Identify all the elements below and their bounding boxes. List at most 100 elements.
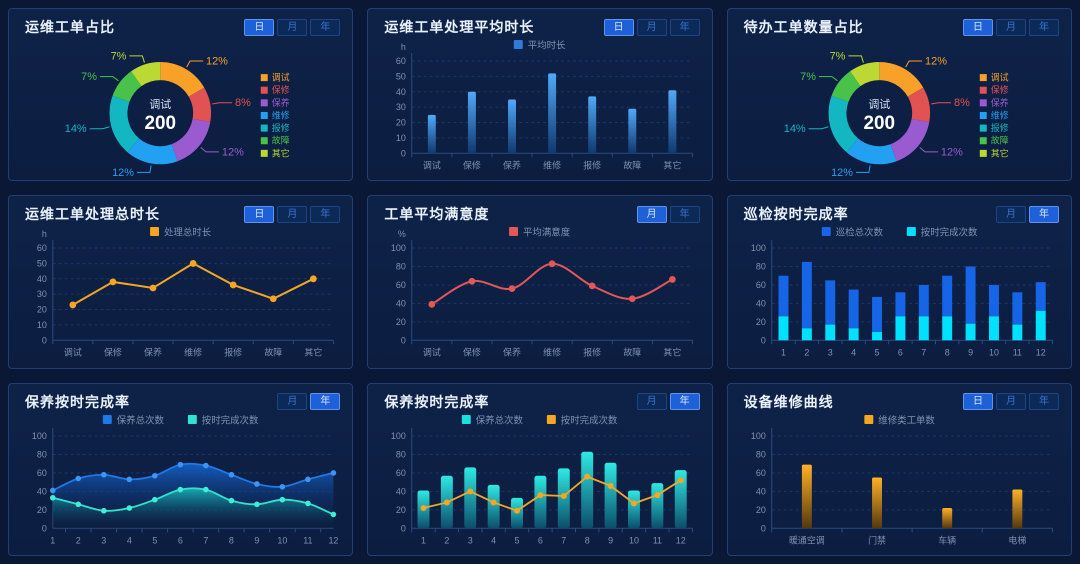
range-button-月[interactable]: 月 [636, 205, 667, 223]
svg-text:40: 40 [396, 87, 406, 97]
range-button-日[interactable]: 日 [963, 18, 993, 36]
donut-slice-保养 [890, 118, 929, 162]
range-button-日[interactable]: 日 [963, 393, 993, 411]
slice-leader-line [89, 126, 110, 130]
panel-maintenance-ontime-rate-area: 保养按时完成率月年 保养总次数 按时完成次数 0 20 40 60 80 100 1 2 3 4 5 6 7… [8, 382, 354, 556]
range-button-年[interactable]: 年 [310, 205, 341, 223]
x-axis-labels: 1 2 3 4 5 6 7 8 9 10 11 12 [411, 527, 694, 545]
data-point [254, 480, 260, 487]
svg-text:50: 50 [396, 71, 406, 81]
line-series [428, 260, 677, 309]
range-button-年[interactable]: 年 [669, 205, 700, 223]
data-point [678, 476, 685, 483]
slice-percent-label: 12% [941, 146, 963, 158]
svg-text:4: 4 [851, 348, 856, 358]
data-point [279, 483, 286, 490]
slice-leader-line [818, 76, 838, 82]
donut-chart: 12% 8% 12% 12% 14% 7% 7% 调试 200 [783, 50, 969, 179]
slice-percent-label: 8% [954, 97, 970, 109]
bar [801, 464, 812, 528]
svg-text:20: 20 [396, 118, 406, 128]
svg-text:6: 6 [898, 348, 903, 358]
bar-total [824, 280, 835, 325]
panel-title: 巡检按时完成率 [743, 206, 849, 223]
bar-chart-area: 维修类工单数 0 20 40 60 80 100 暖通空调 门禁 车辆 电梯 [728, 412, 1071, 555]
svg-text:保修: 保修 [463, 347, 481, 358]
bar [871, 477, 882, 528]
range-button-年[interactable]: 年 [1029, 205, 1059, 223]
range-button-年[interactable]: 年 [1029, 18, 1059, 36]
bar-total [988, 285, 999, 317]
range-button-月[interactable]: 月 [636, 18, 667, 36]
svg-text:30: 30 [396, 102, 406, 112]
svg-text:40: 40 [37, 486, 47, 496]
range-button-日[interactable]: 日 [244, 205, 275, 223]
bar-total [871, 297, 882, 333]
line-series [69, 260, 317, 309]
chart-legend: 保养总次数 按时完成次数 [102, 414, 259, 426]
svg-text:门禁: 门禁 [868, 534, 886, 545]
range-button-月[interactable]: 月 [996, 18, 1026, 36]
data-point [669, 276, 677, 284]
line-path [423, 475, 682, 512]
bar [581, 451, 594, 528]
range-button-日[interactable]: 日 [244, 18, 275, 36]
panel-title: 设备维修曲线 [743, 393, 834, 410]
legend-swatch [821, 227, 831, 237]
slice-percent-label: 7% [829, 50, 845, 62]
slice-leader-line [848, 55, 864, 63]
bar-completed [1012, 324, 1022, 341]
range-button-日[interactable]: 日 [603, 18, 634, 36]
slice-percent-label: 7% [111, 50, 127, 62]
donut-slice-保修 [907, 87, 930, 123]
bar-completed [1035, 311, 1046, 341]
bar-total [941, 276, 952, 317]
panel-title: 工单平均满意度 [384, 206, 490, 223]
axes: 0 20 40 60 80 100 [751, 427, 1053, 533]
panel-equipment-repair-curve: 设备维修曲线 日月年 维修类工单数 0 20 40 60 80 100 暖通空调 门禁 车辆 电梯 [726, 382, 1072, 556]
range-button-年[interactable]: 年 [669, 393, 700, 411]
panel-ops-order-ratio: 运维工单占比日月年 12% 8% 12% 12% 14% 7% 7% 调试 200 调试 保修 保养维… [8, 8, 354, 182]
panel-title: 待办工单数量占比 [743, 19, 864, 35]
legend-swatch [509, 227, 519, 237]
x-axis-labels: 1 2 3 4 5 6 7 8 9 10 11 12 [770, 340, 1053, 358]
donut-slice-故障 [112, 71, 142, 102]
panel-inspection-ontime-rate: 巡检按时完成率月年 巡检总次数 按时完成次数 0 20 40 60 80 100 1 2 3 4 5 6 7… [726, 195, 1072, 369]
data-point [50, 494, 56, 501]
bar [534, 475, 547, 528]
slice-leader-line [129, 55, 145, 63]
axes: 0 10 20 30 40 50 60 h [37, 229, 334, 346]
range-button-年[interactable]: 年 [669, 18, 700, 36]
svg-text:维修: 维修 [990, 109, 1008, 120]
svg-text:%: % [398, 229, 406, 239]
slice-percent-label: 12% [222, 146, 244, 158]
svg-text:平均满意度: 平均满意度 [523, 227, 571, 239]
donut-slice-维修 [127, 138, 178, 165]
range-button-月[interactable]: 月 [996, 205, 1026, 223]
chart-legend: 维修类工单数 [863, 414, 935, 426]
svg-text:0: 0 [42, 523, 47, 533]
bar-total [965, 266, 976, 324]
range-button-月[interactable]: 月 [636, 393, 667, 411]
data-point [228, 497, 235, 504]
range-button-月[interactable]: 月 [277, 393, 308, 411]
range-button-月[interactable]: 月 [996, 393, 1026, 411]
range-button-月[interactable]: 月 [277, 18, 308, 36]
svg-text:其它: 其它 [304, 347, 322, 358]
svg-text:1: 1 [50, 535, 55, 545]
range-button-月[interactable]: 月 [277, 205, 308, 223]
svg-text:10: 10 [989, 348, 999, 358]
bar-total [918, 285, 929, 317]
svg-text:40: 40 [396, 486, 406, 496]
data-point [229, 281, 237, 289]
panel-ops-order-total-duration: 运维工单处理总时长 日月年 处理总时长 0 10 20 30 40 50 60 h 调试 保修 保养 维修… [8, 195, 354, 369]
svg-text:故障: 故障 [272, 135, 290, 146]
range-button-年[interactable]: 年 [1029, 393, 1059, 411]
range-button-年[interactable]: 年 [310, 18, 341, 36]
svg-text:保养总次数: 保养总次数 [476, 414, 524, 426]
range-button-年[interactable]: 年 [310, 393, 341, 411]
svg-text:维修类工单数: 维修类工单数 [878, 414, 935, 426]
